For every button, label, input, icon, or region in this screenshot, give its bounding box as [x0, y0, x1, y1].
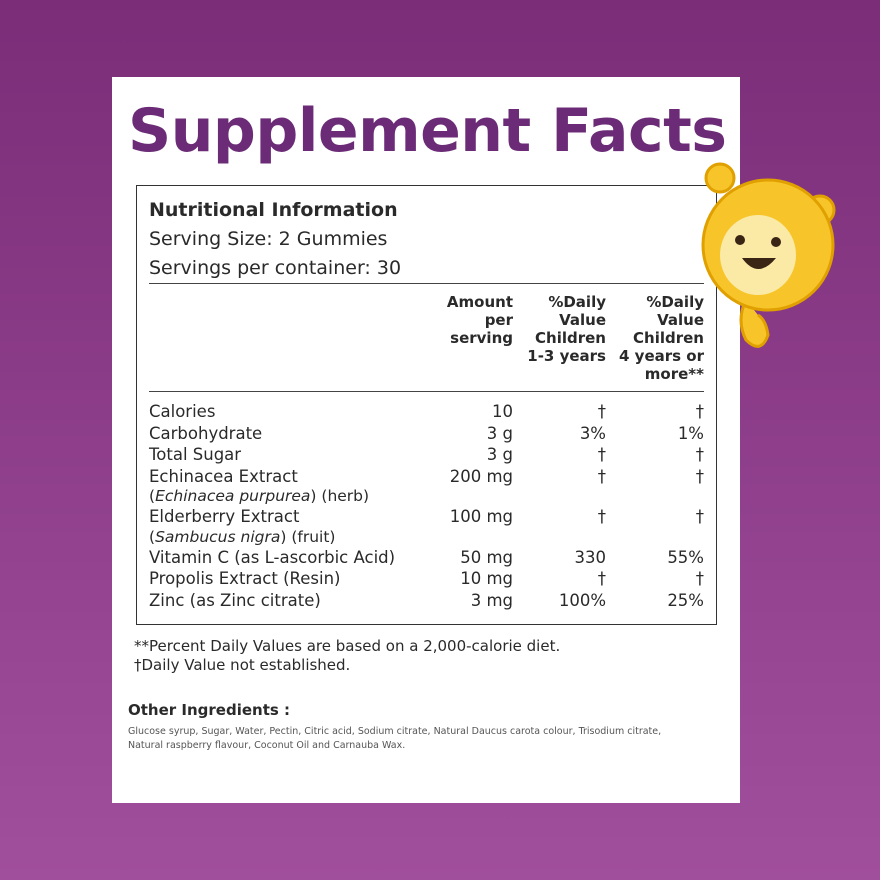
facts-box: Nutritional Information Serving Size: 2 …: [136, 185, 717, 625]
title: Supplement Facts: [128, 96, 727, 166]
nutrient-row: Calories 10 † †: [149, 401, 704, 423]
column-header-line: Value: [559, 311, 606, 329]
nutrient-cell: Vitamin C (as L-ascorbic Acid): [149, 547, 427, 569]
nutrient-name: Echinacea Extract: [149, 466, 298, 486]
mascot-ear: [704, 162, 736, 194]
nutrient-name: Carbohydrate: [149, 423, 263, 443]
amount: 200 mg: [449, 466, 513, 486]
mascot-tail: [739, 299, 770, 348]
rows: Calories 10 † † Carbohydrate 3 g 3% 1% Total Sug…: [149, 401, 704, 611]
other-ingredients: Glucose syrup, Sugar, Water, Pectin, Cit…: [128, 725, 661, 753]
daily-value-1-3: †: [597, 402, 606, 421]
info-heading: Nutritional Information: [149, 199, 398, 221]
column-header-line: serving: [450, 329, 513, 347]
nutrient-row: Elderberry Extract (Sambucus nigra) (frui…: [149, 506, 704, 547]
label-card: [112, 77, 740, 803]
daily-value-1-3: 3%: [579, 423, 606, 443]
mascot-mouth: [742, 258, 776, 269]
nutrient-name: Total Sugar: [149, 445, 242, 464]
daily-value-1-3: †: [597, 507, 606, 526]
nutrient-source-part: (: [149, 527, 156, 546]
daily-value-4plus: 25%: [667, 590, 704, 610]
nutrient-cell: Zinc (as Zinc citrate): [149, 590, 427, 612]
amount: 3 g: [486, 445, 513, 464]
column-headers: Amount per serving %Daily Value Children 1-3 y…: [149, 293, 704, 383]
nutrient-source-part: Sambucus nigra: [155, 527, 281, 546]
column-header-line: Children: [535, 329, 606, 347]
servings: Servings per container: 30: [149, 257, 402, 279]
daily-value-1-3: 100%: [558, 590, 606, 610]
amount: 10 mg: [460, 569, 513, 588]
serving-size: Serving Size: 2 Gummies: [149, 228, 388, 250]
nutrient-row: Echinacea Extract (Echinacea purpurea) (h…: [149, 466, 704, 507]
amount: 50 mg: [460, 547, 513, 567]
daily-value-1-3: 330: [574, 547, 607, 567]
nutrient-name: Propolis Extract (Resin): [149, 569, 341, 588]
nutrient-source: (Echinacea purpurea) (herb): [149, 487, 427, 506]
daily-value-4plus: †: [695, 466, 704, 486]
nutrient-cell: Calories: [149, 401, 427, 423]
nutrient-source-part: (: [149, 487, 156, 505]
nutrient-cell: Carbohydrate: [149, 423, 427, 445]
footnote: **Percent Daily Values are based on a 2,…: [134, 637, 561, 655]
column-header-line: Value: [657, 311, 704, 329]
mascot-eye: [735, 235, 745, 245]
column-header-line: Children: [633, 329, 704, 347]
column-header-line: %Daily: [548, 293, 606, 311]
nutrient-source-part: ) (fruit): [280, 527, 336, 546]
amount: 3 mg: [470, 590, 513, 610]
rule: [149, 283, 704, 284]
nutrient-cell: Total Sugar: [149, 444, 427, 466]
daily-value-4plus: †: [695, 507, 704, 526]
nutrient-source-part: ) (herb): [310, 487, 370, 505]
nutrient-name: Calories: [149, 402, 216, 421]
column-header: Amount per serving: [427, 293, 513, 383]
nutrient-cell: Echinacea Extract (Echinacea purpurea) (h…: [149, 466, 427, 507]
ingredients-line: Natural raspberry flavour, Coconut Oil a…: [128, 740, 406, 751]
nutrient-row: Vitamin C (as L-ascorbic Acid) 50 mg 330 55…: [149, 547, 704, 569]
daily-value-4plus: 1%: [677, 423, 704, 443]
nutrient-row: Propolis Extract (Resin) 10 mg † †: [149, 568, 704, 590]
ingredients-line: Glucose syrup, Sugar, Water, Pectin, Cit…: [128, 726, 662, 737]
nutrient-source: (Sambucus nigra) (fruit): [149, 528, 427, 547]
nutrient-source-part: Echinacea purpurea: [155, 487, 311, 505]
nutrient-name: Zinc (as Zinc citrate): [149, 590, 321, 610]
column-header-line: 4 years or: [619, 347, 704, 365]
nutrient-row: Total Sugar 3 g † †: [149, 444, 704, 466]
mascot-face: [720, 215, 796, 295]
nutrient-row: Carbohydrate 3 g 3% 1%: [149, 423, 704, 445]
column-header-line: 1-3 years: [527, 347, 606, 365]
footnotes: **Percent Daily Values are based on a 2,…: [134, 637, 560, 675]
mascot-eye: [771, 237, 781, 247]
column-header: %Daily Value Children 1-3 years: [513, 293, 606, 383]
nutrient-cell: Propolis Extract (Resin): [149, 568, 427, 590]
column-header-line: Amount: [446, 293, 513, 311]
nutrient-name: Elderberry Extract: [149, 507, 300, 526]
footnote: †Daily Value not established.: [134, 656, 351, 674]
daily-value-1-3: †: [597, 466, 606, 486]
amount: 100 mg: [449, 507, 513, 526]
amount: 3 g: [486, 423, 513, 443]
column-header-line: more**: [644, 365, 704, 383]
daily-value-1-3: †: [597, 569, 606, 588]
daily-value-4plus: †: [695, 569, 704, 588]
mascot: [701, 162, 836, 348]
column-header-line: per: [484, 311, 513, 329]
daily-value-1-3: †: [597, 445, 606, 464]
nutrient-cell: Elderberry Extract (Sambucus nigra) (frui…: [149, 506, 427, 547]
column-header-line: %Daily: [646, 293, 704, 311]
info: Nutritional Information Serving Size: 2 …: [149, 196, 401, 283]
daily-value-4plus: †: [695, 445, 704, 464]
column-header: %Daily Value Children 4 years or more**: [606, 293, 704, 383]
daily-value-4plus: †: [695, 402, 704, 421]
other-ingredients-title: Other Ingredients :: [128, 701, 291, 719]
nutrient-row: Zinc (as Zinc citrate) 3 mg 100% 25%: [149, 590, 704, 612]
rule: [149, 391, 704, 392]
amount: 10: [492, 402, 513, 421]
daily-value-4plus: 55%: [667, 547, 704, 567]
nutrient-name: Vitamin C (as L-ascorbic Acid): [149, 547, 396, 567]
